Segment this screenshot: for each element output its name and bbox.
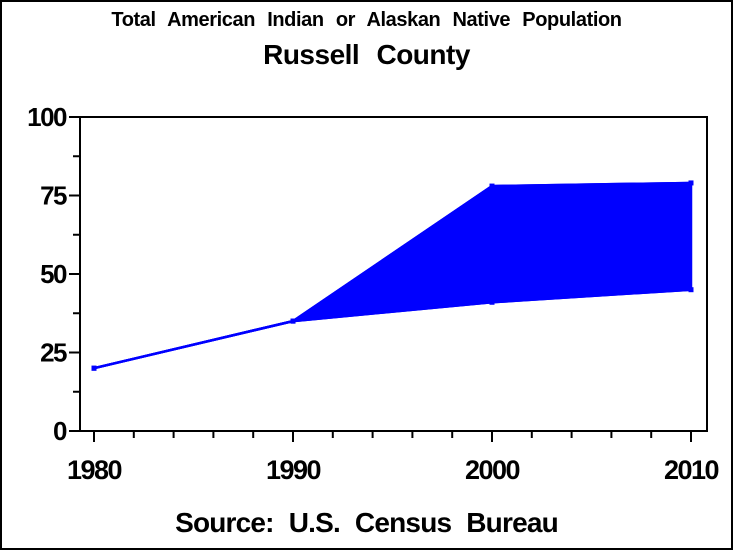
x-tick-label: 2010: [664, 455, 719, 485]
chart-subtitle: Russell County: [263, 39, 470, 70]
lower-bound-line: [93, 288, 692, 370]
x-tick-label: 1980: [67, 455, 122, 485]
data-point-marker: [489, 299, 495, 305]
data-point-marker: [91, 365, 97, 371]
x-tick-label: 1990: [266, 455, 321, 485]
data-point-marker: [290, 318, 296, 324]
y-tick-label: 100: [27, 102, 67, 132]
y-tick-label: 50: [40, 259, 67, 289]
population-band: [92, 181, 693, 370]
y-tick-label: 75: [40, 181, 67, 211]
y-tick-label: 0: [53, 416, 67, 446]
x-tick-label: 2000: [465, 455, 520, 485]
y-tick-label: 25: [40, 338, 67, 368]
chart-title: Total American Indian or Alaskan Native …: [111, 9, 622, 31]
data-point-marker: [688, 287, 694, 293]
source-note: Source: U.S. Census Bureau: [175, 507, 559, 538]
data-point-marker: [688, 180, 694, 186]
data-point-marker: [489, 183, 495, 189]
